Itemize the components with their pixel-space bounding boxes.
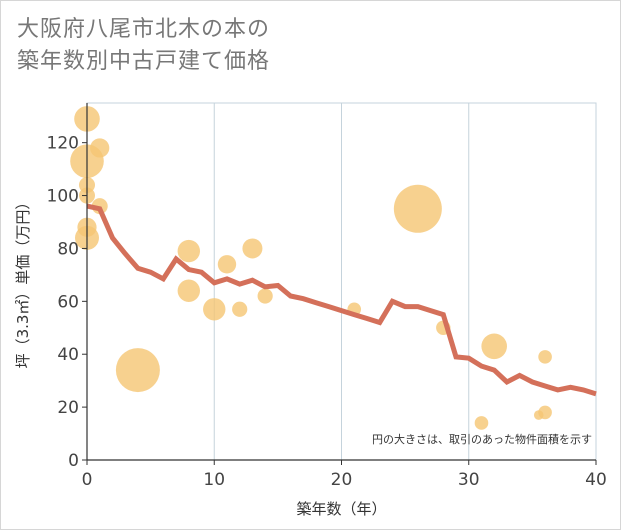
x-tick-label: 10	[203, 470, 225, 490]
y-tick-label: 0	[68, 451, 79, 471]
chart-title-line-1: 大阪府八尾市北木の本の	[17, 17, 271, 42]
trend-line	[86, 203, 597, 397]
bubble-point	[481, 333, 508, 360]
trend-line-layer	[86, 203, 597, 397]
bubble-size-note: 円の大きさは、取引のあった物件面積を示す	[372, 432, 592, 446]
y-axis-label: 坪（3.3㎡）単価（万円）	[14, 195, 32, 369]
x-tick-label: 0	[82, 470, 93, 490]
y-tick-label: 40	[57, 345, 79, 365]
bubble-point	[177, 239, 200, 263]
chart-title-line-2: 築年数別中古戸建て価格	[17, 49, 271, 74]
x-axis-label: 築年数（年）	[296, 500, 386, 518]
bubble-point	[538, 405, 552, 420]
bubble-point	[217, 255, 237, 274]
bubble-point	[232, 301, 248, 317]
y-tick-label: 120	[47, 134, 79, 154]
x-tick-label: 40	[585, 470, 607, 490]
x-tick-label: 30	[458, 470, 480, 490]
y-tick-label: 80	[57, 239, 79, 259]
bubble-point	[393, 184, 442, 233]
y-tick-label: 20	[57, 398, 79, 418]
tick-labels: 0 20 40 60 80 100 120 0 10 20 30 40	[47, 134, 607, 490]
bubble-point	[203, 298, 226, 321]
bubble-point	[257, 288, 273, 304]
y-tick-label: 60	[57, 292, 79, 312]
bubble-point	[115, 348, 160, 393]
bubble-point	[474, 416, 489, 430]
axes	[82, 103, 597, 465]
bubble-point	[90, 138, 110, 158]
bubble-point	[242, 238, 263, 259]
bubble-point	[177, 279, 200, 302]
bubble-point	[538, 350, 552, 364]
x-tick-label: 20	[331, 470, 353, 490]
y-tick-label: 100	[47, 187, 79, 207]
bubble-layer	[70, 106, 552, 430]
chart-title: 大阪府八尾市北木の本の 築年数別中古戸建て価格	[17, 14, 607, 78]
